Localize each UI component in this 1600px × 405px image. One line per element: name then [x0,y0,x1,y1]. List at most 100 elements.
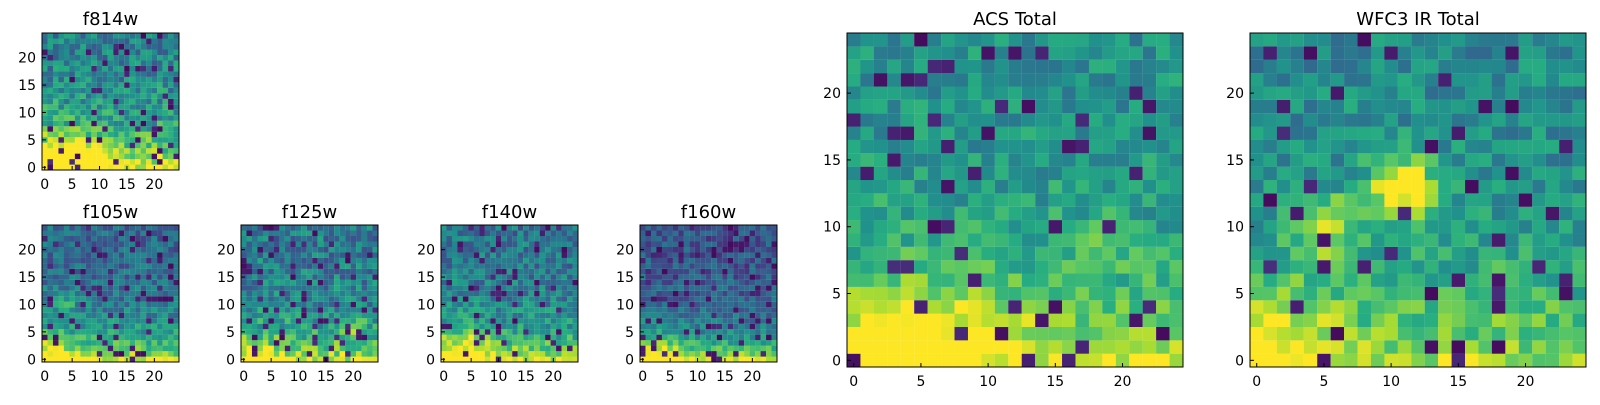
wfc3-ir-total-cell [1545,340,1560,354]
f125w-cell [367,312,373,319]
f125w-cell [334,268,340,275]
f105w-cell [135,235,141,242]
f160w-cell [661,312,668,319]
f814w-cell [58,120,64,127]
f105w-cell [58,301,64,308]
f814w-cell [151,109,158,116]
acs-total-cell [1142,59,1157,74]
wfc3-ir-total-cell [1478,313,1492,327]
f160w-cell [650,351,657,357]
wfc3-ir-total-cell [1357,260,1372,274]
acs-total-cell [1102,99,1116,114]
f160w-cell [733,225,739,231]
f140w-cell [446,225,453,231]
f160w-cell [700,323,706,330]
acs-total-cell [1075,206,1089,221]
f105w-cell [52,307,59,313]
acs-total-cell [927,33,942,47]
f105w-cell [80,285,86,291]
f125w-cell [262,301,269,308]
acs-total-cell [927,139,942,154]
f140w-cell [556,257,562,264]
f814w-cell [118,49,125,55]
f814w-cell [102,71,108,77]
wfc3-ir-total-cell [1465,59,1479,74]
acs-total-cell [994,233,1009,247]
f125w-cell [339,334,346,341]
f125w-cell [345,329,351,335]
acs-total-cell [1008,313,1022,327]
wfc3-ir-total-cell [1518,46,1533,60]
f160w-cell [716,268,723,275]
f140w-cell [479,257,485,264]
acs-total-cell [900,273,915,287]
f105w-cell [107,351,114,357]
f814w-cell [107,104,114,110]
f814w-cell [107,131,114,138]
f160w-cell [683,263,690,269]
acs-total-cell [1129,139,1143,154]
f125w-cell [273,285,280,291]
acs-total-cell [900,139,915,154]
acs-total-cell [941,86,955,100]
f814w-cell [129,131,136,138]
f105w-cell [140,252,147,258]
acs-total-cell [1048,139,1063,154]
wfc3-ir-total-cell [1451,59,1466,74]
f125w-cell [372,274,379,280]
f160w-axes-frame [639,224,778,363]
f105w-cell [80,230,86,237]
f140w-cell [468,246,474,253]
f125w-cell [246,318,253,324]
f814w-cell [91,38,97,45]
f140w-cell [501,274,507,280]
f814w-cell [118,120,125,127]
f140w-cell [468,329,474,335]
f160w-cell [656,323,662,330]
wfc3-ir-total-cell [1344,286,1358,301]
f814w-cell [140,104,147,110]
wfc3-ir-total-cell [1491,179,1506,194]
f140w-cell [501,351,507,357]
wfc3-ir-total-cell [1532,59,1546,74]
acs-total-cell [1035,286,1049,301]
f160w-cell [661,246,668,253]
acs-total-cell [954,179,969,194]
f160w-cell [771,230,778,237]
f125w-cell [350,230,357,237]
f160w-cell [749,301,756,308]
f814w-cell [118,148,125,154]
f140w-cell [561,318,568,324]
f125w-cell [273,241,280,247]
f160w-cell [733,246,739,253]
f160w-cell [722,296,728,302]
f125w-cell [301,351,307,357]
wfc3-ir-total-cell [1559,246,1573,261]
f105w-cell [140,230,147,237]
acs-total-cell [887,166,901,181]
wfc3-ir-total-cell [1478,113,1492,127]
wfc3-ir-total-cell [1505,206,1519,221]
f160w-cell [738,334,745,341]
f125w-cell [268,279,274,286]
f160w-cell [738,235,745,242]
f160w-cell [744,230,750,237]
f105w-cell [91,235,97,242]
f140w-cell [501,340,507,346]
f814w-cell [42,33,48,39]
wfc3-ir-total-cell [1559,73,1573,87]
f105w-cell [69,296,75,302]
f160w-cell [678,296,684,302]
wfc3-ir-total-cell [1250,59,1264,74]
wfc3-ir-total-cell [1451,220,1466,234]
f814w-cell [140,153,147,160]
wfc3-ir-total-cell [1411,260,1425,274]
f140w-cell [484,225,491,231]
f140w-cell [441,318,447,324]
f105w-cell [151,345,158,352]
acs-total-cell [1156,126,1170,140]
f160w-cell [672,230,679,237]
wfc3-ir-total-cell [1559,59,1573,74]
f140w-cell [451,356,458,363]
f105w-cell [173,329,180,335]
